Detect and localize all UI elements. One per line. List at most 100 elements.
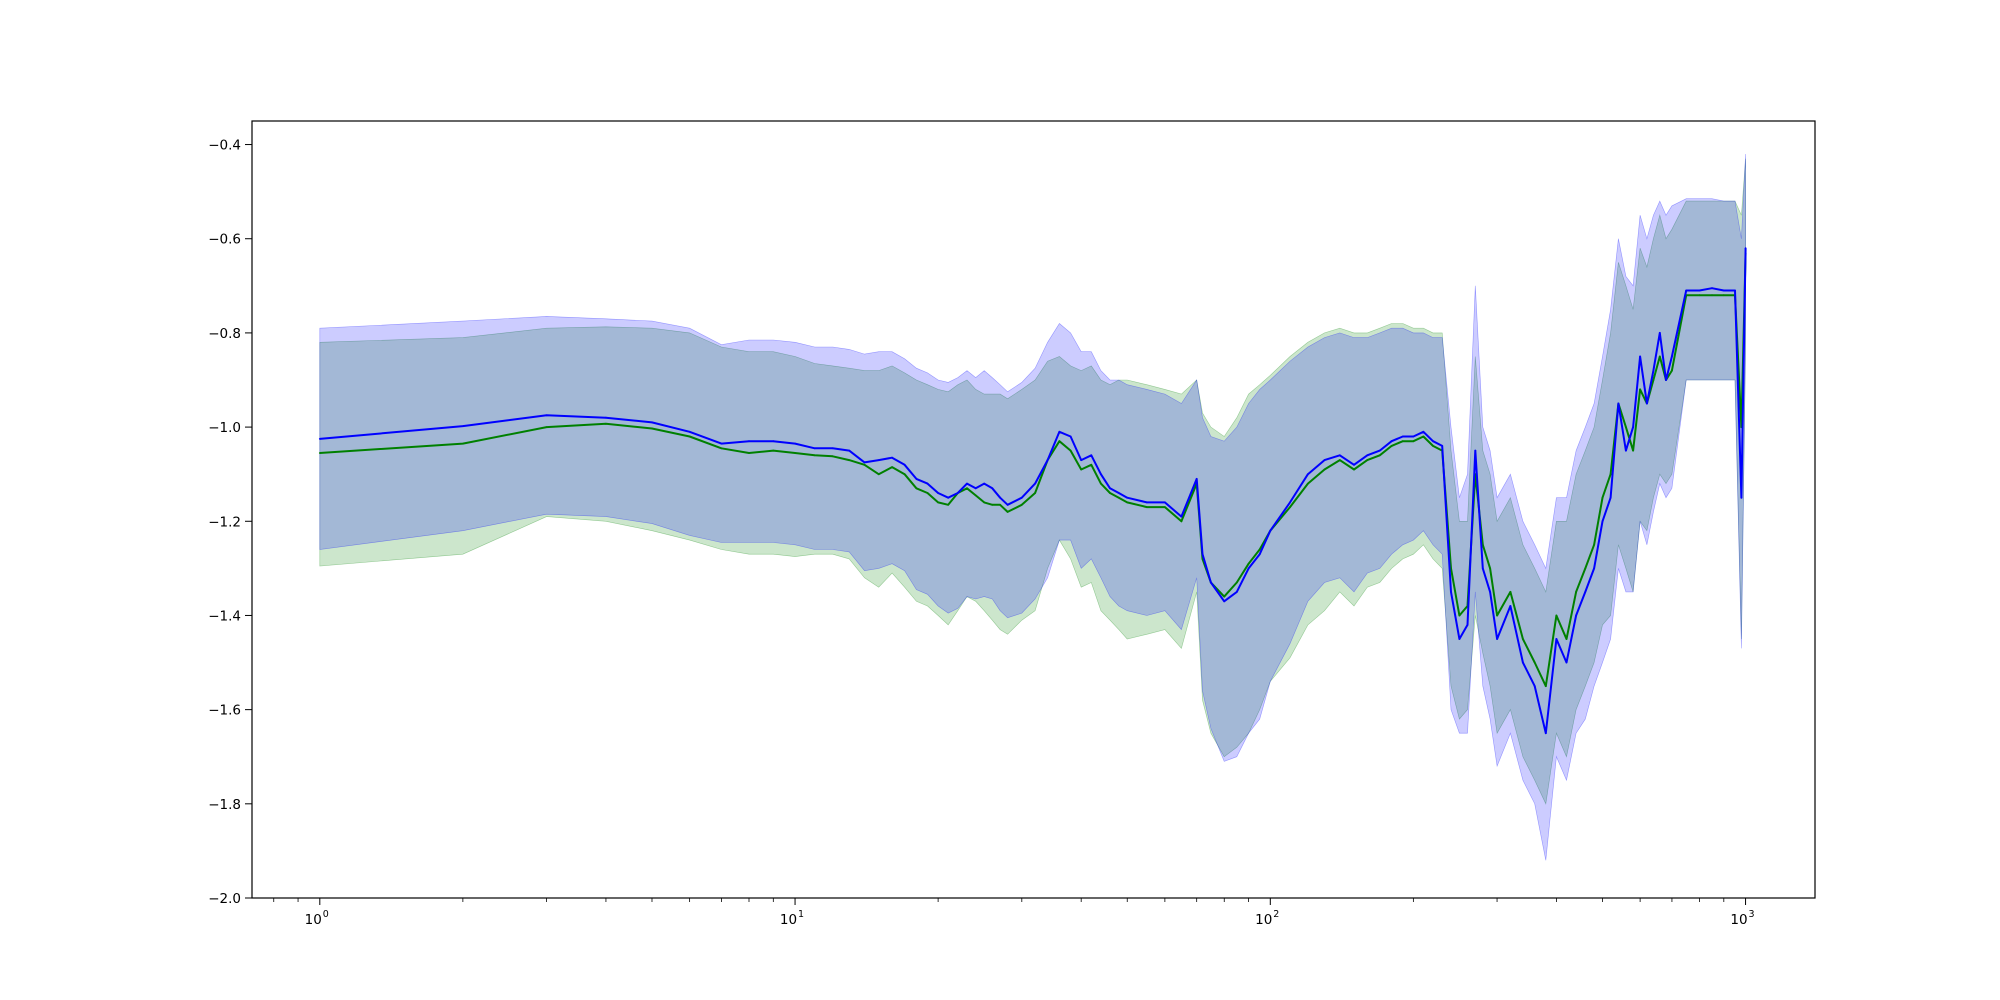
series-0-point <box>1223 595 1226 598</box>
series-1-point <box>1617 402 1620 405</box>
series-1-point <box>1080 459 1083 461</box>
series-1-point <box>1432 440 1434 443</box>
series-0-point <box>1652 379 1655 381</box>
series-1-point <box>1722 289 1725 292</box>
series-layer <box>318 153 1747 861</box>
x-tick-label-exponent: 2 <box>1273 909 1279 920</box>
series-1-point <box>1544 732 1547 735</box>
series-1-point <box>1601 520 1604 523</box>
x-tick-label: 10 <box>1255 912 1272 928</box>
series-0-point <box>605 422 607 425</box>
series-0-point <box>1126 501 1129 504</box>
series-1-point <box>1698 289 1701 292</box>
series-1-point <box>1740 496 1743 499</box>
y-tick-label: −2.0 <box>208 891 241 907</box>
series-1-point <box>1195 478 1198 480</box>
x-tick-label: 10 <box>305 912 322 928</box>
series-0-point <box>1258 548 1261 551</box>
series-1-point <box>748 440 750 443</box>
series-1-point <box>947 496 950 499</box>
series-1-point <box>1533 685 1536 687</box>
series-0-point <box>891 466 893 468</box>
series-1-point <box>1646 402 1648 405</box>
series-1-point <box>1555 638 1558 640</box>
series-1-point <box>1378 449 1381 452</box>
series-1-point <box>974 487 977 490</box>
series-1-point <box>966 482 968 485</box>
series-1-point <box>1109 487 1111 490</box>
x-tick-label: 10 <box>780 912 797 928</box>
series-0-point <box>1575 591 1577 593</box>
series-1-point <box>1422 430 1425 433</box>
series-0-point <box>720 447 723 450</box>
series-1-point <box>794 442 796 445</box>
series-0-point <box>1100 482 1102 485</box>
series-0-point <box>926 492 929 494</box>
series-1-point <box>937 492 939 494</box>
plot-frame <box>251 120 1816 899</box>
series-1-point <box>1496 638 1498 640</box>
series-0-point <box>1307 482 1309 485</box>
series-1-point <box>1450 591 1452 593</box>
series-0-point <box>1422 435 1425 438</box>
series-1-point <box>1058 430 1061 433</box>
series-1-point <box>1665 379 1667 381</box>
series-1-point <box>1090 454 1093 457</box>
series-1-point <box>1509 605 1512 607</box>
series-1-point <box>1441 445 1444 447</box>
series-1-point <box>1522 661 1524 664</box>
series-1-point <box>891 456 893 459</box>
series-1-point <box>318 438 321 440</box>
series-1-point <box>1575 614 1577 617</box>
series-0-point <box>1080 468 1083 471</box>
series-1-point <box>1258 553 1261 556</box>
y-tick-label: −1.0 <box>208 420 241 436</box>
series-1-point <box>877 459 880 461</box>
series-0-point <box>1164 506 1166 508</box>
series-0-point <box>991 503 994 506</box>
series-0-point <box>651 427 653 430</box>
series-1-point <box>915 478 918 480</box>
series-0-point <box>1401 440 1404 443</box>
series-1-point <box>1201 553 1204 556</box>
series-1-point <box>1100 473 1102 476</box>
y-tick-label: −0.6 <box>208 232 241 248</box>
series-0-point <box>1247 562 1250 565</box>
series-0-point <box>1412 440 1415 443</box>
series-1-point <box>983 482 986 485</box>
series-0-point <box>1109 492 1111 494</box>
series-1-point <box>1046 459 1049 461</box>
series-0-point <box>1069 449 1072 452</box>
series-1-point <box>1658 332 1661 334</box>
x-tick-label-exponent: 1 <box>798 909 804 920</box>
series-1-point <box>999 496 1001 499</box>
series-1-point <box>1632 426 1634 428</box>
series-1-point <box>1744 247 1747 250</box>
series-0-point <box>1481 543 1484 546</box>
series-1-point <box>1401 435 1404 438</box>
series-1-point <box>462 425 464 427</box>
series-1-point <box>1639 355 1641 358</box>
series-0-point <box>1034 492 1036 494</box>
y-tick-label: −1.6 <box>208 703 241 719</box>
series-0-point <box>915 487 918 490</box>
series-1-point <box>1338 454 1341 457</box>
series-0-point <box>688 435 691 438</box>
x-tick-label-exponent: 0 <box>323 909 329 920</box>
series-0-point <box>1671 369 1673 372</box>
series-0-point <box>1058 440 1061 443</box>
y-axis: −2.0 −1.8 −1.6 −1.4 −1.2 −1.0 −0.8 −0.6 −0.4 <box>208 138 252 907</box>
series-1-point <box>1609 496 1612 499</box>
series-1-point <box>1390 440 1393 443</box>
series-0-point <box>983 501 986 504</box>
series-1-point <box>1247 567 1250 570</box>
series-1-point <box>651 421 653 424</box>
series-1-point <box>1323 459 1326 461</box>
series-0-point <box>848 459 851 461</box>
series-1-point <box>1069 435 1072 438</box>
series-1-point <box>1269 529 1272 532</box>
series-0-point <box>1555 614 1558 617</box>
x-axis: 10 0 10 1 10 2 10 3 <box>273 898 1755 928</box>
series-0-point <box>1544 685 1547 687</box>
